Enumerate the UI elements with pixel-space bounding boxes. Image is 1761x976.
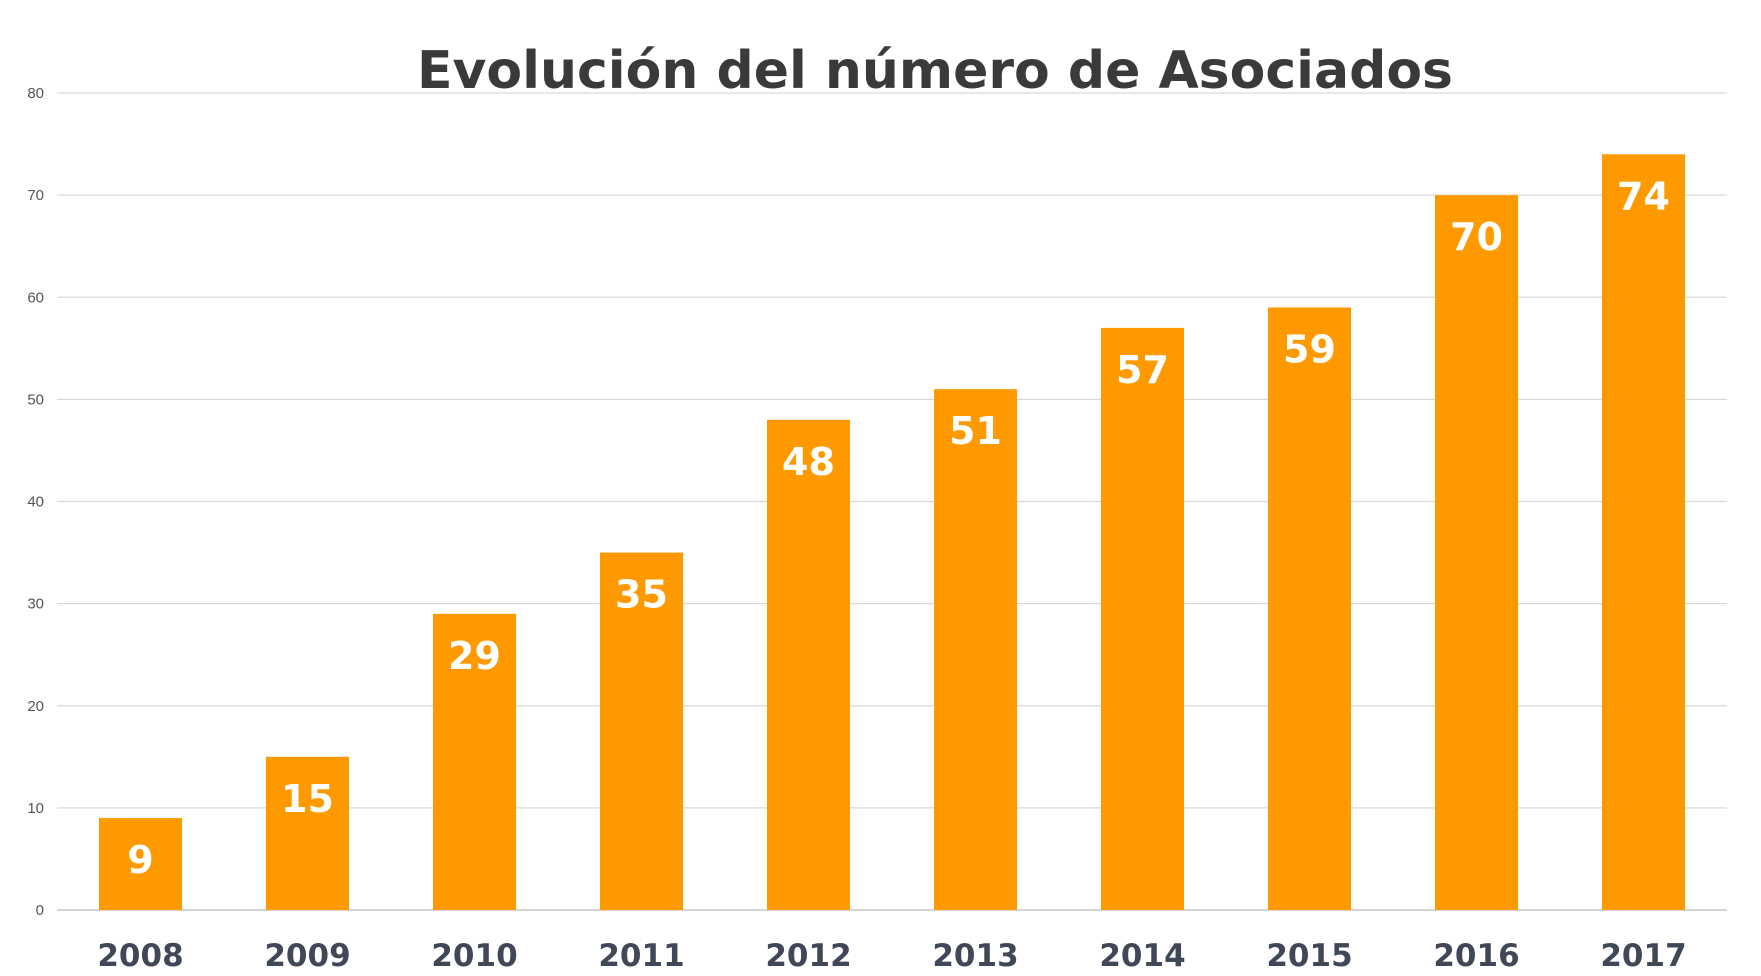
x-tick-label: 2013 <box>932 938 1018 974</box>
y-tick-label: 60 <box>27 289 44 306</box>
bar-value-label: 57 <box>1116 348 1169 392</box>
bar-value-label: 35 <box>615 573 668 617</box>
bar-value-label: 74 <box>1617 174 1670 218</box>
bar-value-label: 48 <box>782 440 835 484</box>
bar <box>1435 195 1518 910</box>
bar <box>934 389 1017 911</box>
y-tick-label: 40 <box>27 494 44 511</box>
y-tick-label: 30 <box>27 596 44 613</box>
x-tick-label: 2014 <box>1099 938 1185 974</box>
x-tick-label: 2011 <box>598 938 684 974</box>
chart-title: Evolución del número de Asociados <box>417 41 1453 101</box>
y-tick-label: 80 <box>27 85 44 102</box>
bar-value-label: 51 <box>949 409 1002 453</box>
bars <box>99 154 1685 911</box>
x-tick-label: 2010 <box>431 938 517 974</box>
bar-value-label: 29 <box>448 634 501 678</box>
x-tick-label: 2012 <box>765 938 851 974</box>
bar-value-label: 15 <box>281 777 334 821</box>
bar <box>1268 307 1351 910</box>
x-tick-label: 2017 <box>1600 938 1686 974</box>
x-axis: 2008 2009 2010 2011 2012 2013 2014 2015 2016 2017 <box>97 938 1686 974</box>
y-tick-label: 50 <box>27 391 44 408</box>
bar <box>433 613 516 910</box>
bar-value-label: 9 <box>127 838 153 882</box>
y-tick-label: 20 <box>27 698 44 715</box>
bar <box>1602 154 1685 910</box>
x-tick-label: 2008 <box>97 938 183 974</box>
bar-value-label: 59 <box>1283 327 1336 371</box>
y-tick-label: 10 <box>27 800 44 817</box>
bar <box>266 756 349 910</box>
bar <box>767 419 850 910</box>
x-tick-label: 2016 <box>1433 938 1519 974</box>
bar <box>600 552 683 910</box>
y-axis: 0 10 20 30 40 50 60 70 80 <box>27 85 44 919</box>
data-labels: 9 15 29 35 48 51 57 59 70 74 <box>127 174 1670 882</box>
y-tick-label: 70 <box>27 187 44 204</box>
bar-value-label: 70 <box>1450 215 1503 259</box>
x-tick-label: 2009 <box>264 938 350 974</box>
bar <box>99 818 182 910</box>
x-tick-label: 2015 <box>1266 938 1352 974</box>
bar <box>1101 327 1184 910</box>
y-tick-label: 0 <box>36 902 44 919</box>
